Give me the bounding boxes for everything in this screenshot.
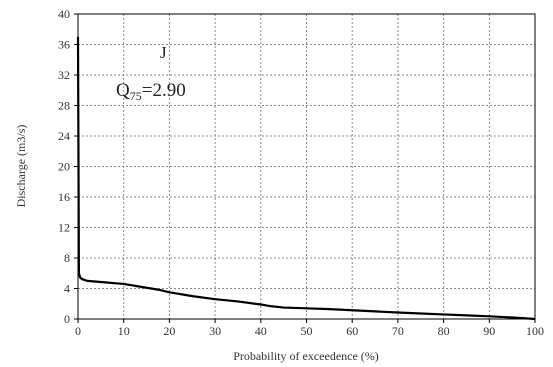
y-tick-label: 28 <box>58 99 70 113</box>
y-tick-label: 24 <box>58 129 70 143</box>
x-axis-ticks: 0 10 20 30 40 50 60 70 80 90 100 <box>75 319 544 338</box>
y-tick-label: 36 <box>58 38 70 52</box>
x-tick-label: 70 <box>392 324 404 338</box>
y-tick-label: 0 <box>64 312 70 326</box>
series-group <box>76 36 536 321</box>
x-tick-label: 20 <box>163 324 175 338</box>
y-tick-label: 32 <box>58 68 70 82</box>
x-tick-label: 90 <box>483 324 495 338</box>
annotation-q75: Q75=2.90 <box>116 80 186 103</box>
x-tick-label: 30 <box>209 324 221 338</box>
y-axis-title: Discharge (m3/s) <box>14 125 28 208</box>
grid <box>78 14 535 319</box>
y-tick-label: 12 <box>58 221 70 235</box>
annotation-q75-prefix: Q <box>116 80 130 101</box>
y-tick-label: 8 <box>64 251 70 265</box>
x-axis-title: Probability of exceedence (%) <box>233 349 379 363</box>
x-tick-label: 100 <box>526 324 544 338</box>
x-tick-label: 10 <box>118 324 130 338</box>
y-tick-label: 4 <box>64 282 70 296</box>
x-tick-label: 0 <box>75 324 81 338</box>
annotation-label-j: J <box>160 43 167 62</box>
y-tick-label: 40 <box>58 7 70 21</box>
y-axis-ticks: 0 4 8 12 16 20 24 28 32 36 40 <box>58 7 78 326</box>
series-line <box>76 36 536 321</box>
annotation-q75-subscript: 75 <box>130 89 142 103</box>
x-tick-label: 50 <box>301 324 313 338</box>
x-tick-label: 80 <box>438 324 450 338</box>
y-tick-label: 16 <box>58 190 70 204</box>
x-tick-label: 60 <box>346 324 358 338</box>
x-tick-label: 40 <box>255 324 267 338</box>
y-tick-label: 20 <box>58 160 70 174</box>
annotation-q75-value: =2.90 <box>142 80 186 101</box>
